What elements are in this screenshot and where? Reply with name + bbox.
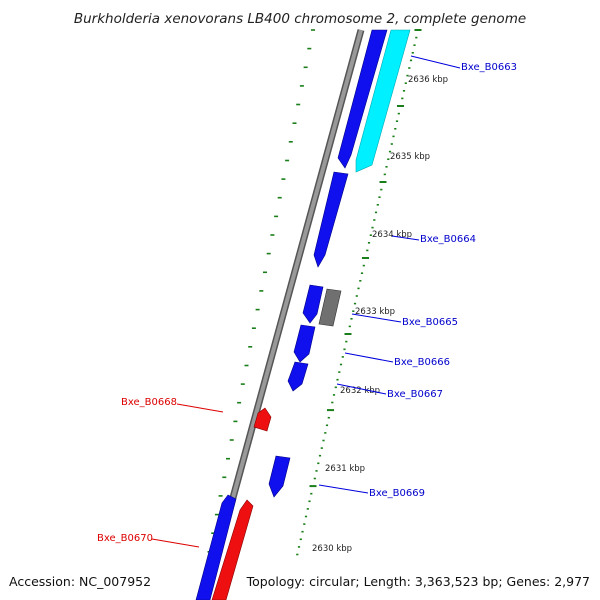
scale-label-2631: 2631 kbp	[325, 464, 365, 474]
leader-line-b0665	[351, 313, 402, 323]
gene-bxe-b0664[interactable]	[313, 171, 349, 268]
scale-label-2633: 2633 kbp	[355, 307, 395, 317]
gene-label-bxe-b0668[interactable]: Bxe_B0668	[121, 397, 177, 408]
gene-label-bxe-b0670[interactable]: Bxe_B0670	[97, 533, 153, 544]
gene-bxe-b0670-blue[interactable]	[195, 494, 237, 600]
leader-line-b0664	[391, 235, 420, 241]
map-title: Burkholderia xenovorans LB400 chromosome…	[74, 11, 526, 27]
leader-line-b0667	[336, 383, 387, 395]
scale-label-2635: 2635 kbp	[390, 152, 430, 162]
gene-label-bxe-b0669[interactable]: Bxe_B0669	[369, 488, 425, 499]
leader-line-b0666	[344, 352, 394, 363]
gene-bxe-b0663-highlight[interactable]	[355, 29, 411, 173]
gene-bxe-b0665-pseudo[interactable]	[318, 288, 342, 327]
gene-bxe-b0669[interactable]	[268, 455, 291, 498]
gene-bxe-b0668[interactable]	[253, 407, 272, 432]
leader-line-b0670	[151, 538, 200, 548]
leader-line-b0669	[318, 484, 369, 494]
gene-label-bxe-b0667[interactable]: Bxe_B0667	[387, 389, 443, 400]
scale-label-2634: 2634 kbp	[372, 230, 412, 240]
gene-label-bxe-b0663[interactable]: Bxe_B0663	[461, 62, 517, 73]
scale-label-2636: 2636 kbp	[408, 75, 448, 85]
gene-bxe-b0667[interactable]	[287, 361, 309, 392]
scale-label-2630: 2630 kbp	[312, 544, 352, 554]
gene-bxe-b0670[interactable]	[211, 499, 254, 600]
leader-line-b0668	[176, 403, 224, 413]
gene-bxe-b0665[interactable]	[302, 284, 324, 324]
accession-text: Accession: NC_007952	[9, 574, 151, 589]
gene-label-bxe-b0666[interactable]: Bxe_B0666	[394, 357, 450, 368]
topology-text: Topology: circular; Length: 3,363,523 bp…	[246, 574, 590, 589]
gene-label-bxe-b0664[interactable]: Bxe_B0664	[420, 234, 476, 245]
scale-label-2632: 2632 kbp	[340, 386, 380, 396]
gene-label-bxe-b0665[interactable]: Bxe_B0665	[402, 317, 458, 328]
outer-tick-trail	[296, 29, 422, 556]
leader-line-b0663	[410, 55, 461, 69]
gene-bxe-b0666[interactable]	[293, 324, 316, 363]
inner-tick-trail	[200, 29, 315, 590]
gene-bxe-b0663[interactable]	[337, 29, 388, 169]
